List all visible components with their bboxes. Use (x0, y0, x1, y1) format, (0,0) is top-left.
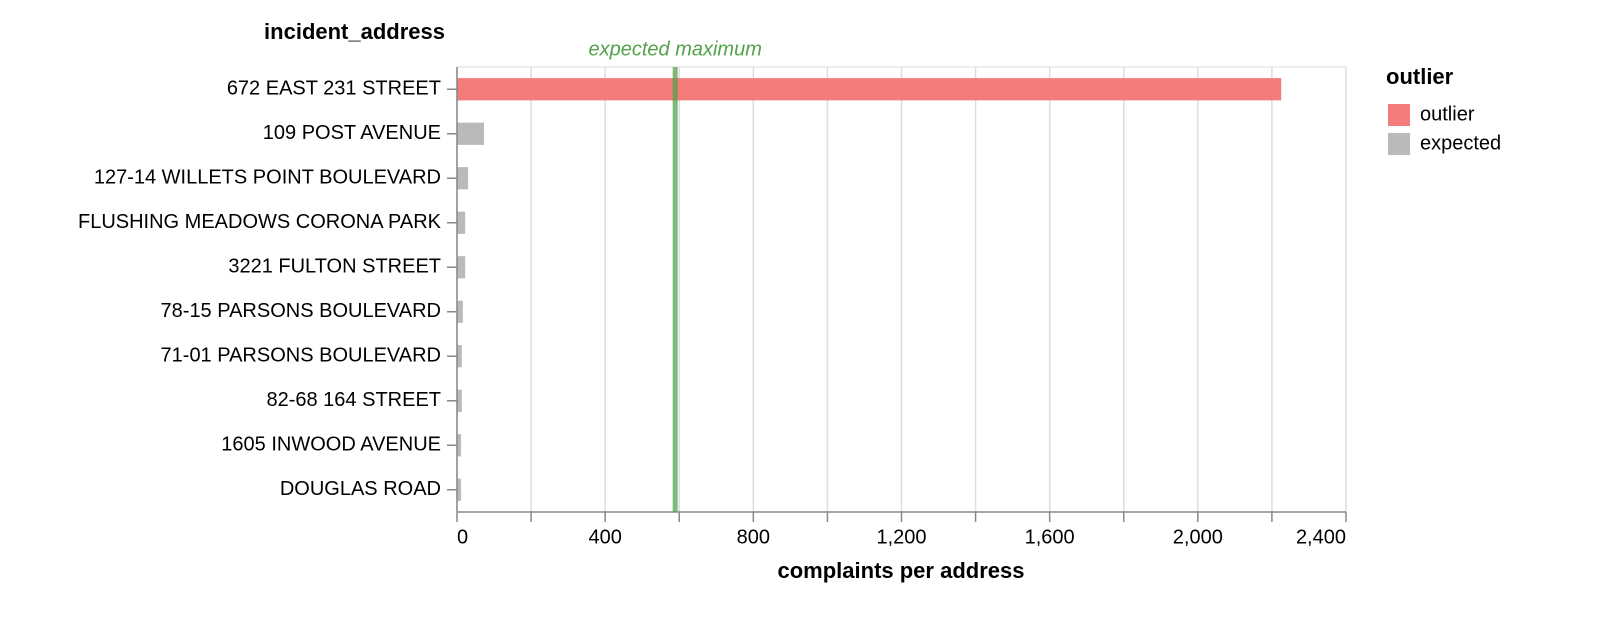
bar (457, 167, 469, 190)
bar (457, 389, 462, 412)
bar (457, 300, 463, 323)
legend-title: outlier (1386, 64, 1454, 89)
y-tick-label: 78-15 PARSONS BOULEVARD (161, 300, 441, 322)
x-tick-label: 2,000 (1173, 526, 1223, 548)
bar (457, 78, 1282, 101)
bar (457, 345, 462, 368)
bar (457, 478, 462, 501)
bar (457, 256, 466, 279)
legend-label: outlier (1420, 103, 1475, 125)
y-tick-label: 672 EAST 231 STREET (227, 78, 441, 100)
x-tick-label: 0 (457, 526, 468, 548)
bar (457, 122, 485, 145)
y-tick-label: 109 POST AVENUE (263, 122, 441, 144)
x-tick-label: 2,400 (1296, 526, 1346, 548)
legend-swatch (1388, 104, 1410, 126)
y-tick-label: FLUSHING MEADOWS CORONA PARK (78, 211, 442, 233)
y-tick-label: 82-68 164 STREET (266, 389, 441, 411)
x-tick-label: 800 (737, 526, 770, 548)
x-tick-label: 1,200 (876, 526, 926, 548)
legend-swatch (1388, 133, 1410, 155)
x-tick-label: 1,600 (1025, 526, 1075, 548)
y-tick-label: 3221 FULTON STREET (228, 256, 441, 278)
legend-label: expected (1420, 132, 1501, 154)
bar (457, 211, 466, 234)
x-tick-label: 400 (588, 526, 621, 548)
bar (457, 434, 462, 457)
y-tick-label: 127-14 WILLETS POINT BOULEVARD (94, 167, 441, 189)
rule-label: expected maximum (588, 38, 761, 60)
y-axis-title: incident_address (264, 19, 445, 44)
y-tick-label: 71-01 PARSONS BOULEVARD (161, 345, 441, 367)
y-tick-label: DOUGLAS ROAD (280, 478, 441, 500)
x-axis-title: complaints per address (778, 558, 1025, 583)
y-tick-label: 1605 INWOOD AVENUE (221, 434, 441, 456)
